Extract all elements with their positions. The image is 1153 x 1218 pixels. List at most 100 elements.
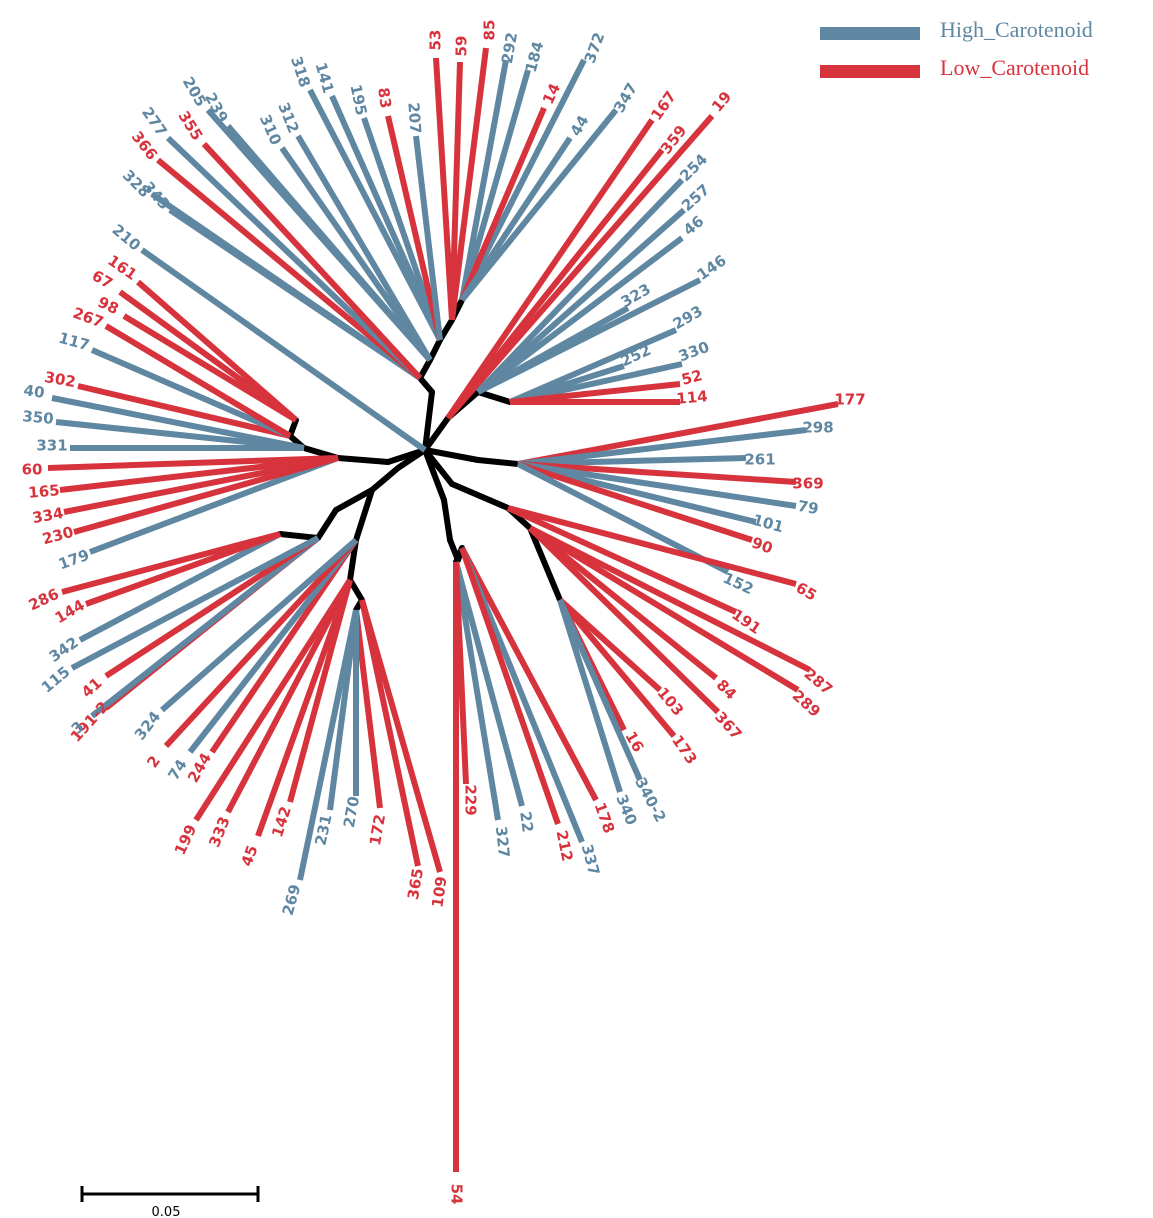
leaf-label-115: 115 — [38, 663, 74, 697]
internal-branch — [417, 375, 435, 395]
leaf-branch-40 — [51, 395, 305, 451]
leaf-branch-19 — [445, 114, 715, 420]
leaf-branch-101 — [517, 461, 757, 525]
internal-branch — [333, 487, 375, 513]
leaf-branch-83 — [385, 115, 443, 341]
leaf-label-230: 230 — [40, 523, 75, 548]
leaf-branch-239 — [225, 124, 433, 362]
leaf-label-109: 109 — [428, 875, 450, 909]
leaf-branch-60 — [47, 455, 339, 471]
leaf-label-302: 302 — [43, 368, 77, 391]
leaf-branch-46 — [476, 235, 684, 395]
leaf-branch-310 — [279, 146, 433, 362]
leaf-label-331: 331 — [36, 437, 67, 455]
leaf-branch-261 — [517, 455, 747, 467]
leaf-label-324: 324 — [131, 708, 164, 744]
leaf-label-2: 2 — [143, 752, 164, 771]
leaf-branch-59 — [449, 61, 463, 321]
leaf-branch-277 — [165, 135, 423, 381]
leaf-branch-117 — [90, 347, 292, 439]
internal-branch — [395, 447, 428, 471]
leaf-branch-199 — [193, 578, 353, 822]
leaf-label-59: 59 — [453, 36, 471, 57]
leaf-branch-53 — [433, 57, 455, 321]
leaf-label-54: 54 — [448, 1184, 466, 1205]
leaf-branch-90 — [517, 461, 753, 543]
leaf-label-350: 350 — [22, 407, 55, 428]
leaf-label-199: 199 — [171, 822, 201, 858]
leaf-label-347: 347 — [610, 80, 641, 116]
leaf-branch-191 — [506, 505, 738, 615]
leaf-label-293: 293 — [670, 302, 706, 333]
leaf-label-269: 269 — [279, 882, 304, 917]
leaf-label-117: 117 — [57, 329, 92, 354]
leaf-branch-267 — [104, 323, 292, 439]
legend-swatch-low — [820, 65, 920, 78]
leaf-branch-173 — [557, 598, 677, 738]
leaf-label-90: 90 — [749, 534, 775, 558]
leaf-label-333: 333 — [205, 814, 233, 850]
internal-branch — [449, 481, 511, 511]
scale-bar-label: 0.05 — [152, 1205, 181, 1218]
leaf-branch-289 — [528, 525, 800, 693]
leaf-branch-355 — [201, 141, 423, 381]
leaf-branch-327 — [453, 561, 501, 821]
leaf-label-44: 44 — [567, 112, 593, 139]
leaf-branch-369 — [517, 461, 797, 485]
leaf-branch-79 — [517, 461, 797, 509]
internal-branch — [422, 415, 451, 453]
internal-branch — [422, 447, 447, 503]
leaf-branch-367 — [527, 525, 721, 715]
leaf-label-142: 142 — [268, 804, 295, 839]
leaf-label-239: 239 — [201, 90, 232, 126]
leaf-branch-365 — [359, 599, 421, 867]
leaf-branch-44 — [459, 136, 573, 302]
leaf-branch-67 — [118, 289, 298, 423]
leaf-label-210: 210 — [109, 221, 145, 255]
leaf-label-83: 83 — [374, 86, 395, 109]
leaf-branch-334 — [63, 455, 339, 515]
leaf-label-84: 84 — [713, 676, 740, 703]
leaf-label-292: 292 — [498, 31, 521, 65]
legend-swatch-high — [820, 27, 920, 40]
leaf-label-207: 207 — [404, 102, 424, 134]
leaf-label-45: 45 — [238, 843, 262, 869]
leaf-branch-312 — [295, 134, 433, 362]
leaf-branch-103 — [557, 597, 663, 693]
leaf-label-53: 53 — [427, 30, 445, 51]
leaf-branch-184 — [459, 69, 531, 301]
leaf-branch-343 — [168, 207, 422, 381]
leaf-branch-22 — [453, 561, 525, 807]
internal-branch — [369, 465, 401, 493]
leaf-branch-2 — [163, 537, 359, 749]
leaf-branch-3 — [90, 535, 320, 719]
leaf-branch-14 — [459, 106, 547, 302]
leaf-branch-292 — [459, 59, 509, 301]
internal-branch — [475, 457, 521, 467]
leaf-branch-167 — [445, 118, 655, 420]
leaf-label-179: 179 — [56, 546, 92, 574]
leaf-branch-340 — [557, 599, 623, 793]
leaf-branch-210 — [140, 247, 427, 453]
leaf-branch-141 — [329, 94, 443, 342]
internal-branch — [417, 357, 433, 381]
internal-branch — [422, 389, 435, 453]
leaf-label-212: 212 — [552, 829, 576, 863]
leaf-branch-323 — [476, 305, 630, 395]
leaf-label-85: 85 — [481, 20, 499, 41]
leaf-label-52: 52 — [679, 366, 704, 389]
leaf-branch-286 — [61, 531, 281, 595]
leaf-label-342: 342 — [46, 633, 82, 666]
leaf-label-334: 334 — [31, 504, 65, 527]
leaf-branch-165 — [59, 455, 339, 493]
internal-branch — [527, 525, 563, 603]
leaf-branch-142 — [287, 579, 353, 803]
leaf-branch-269 — [297, 609, 359, 881]
legend-label-low: Low_Carotenoid — [940, 55, 1089, 80]
leaf-branch-350 — [55, 419, 305, 451]
internal-branch — [335, 455, 391, 465]
leaf-branch-45 — [255, 578, 353, 838]
leaf-label-365: 365 — [404, 867, 427, 901]
leaf-branch-115 — [70, 535, 320, 671]
